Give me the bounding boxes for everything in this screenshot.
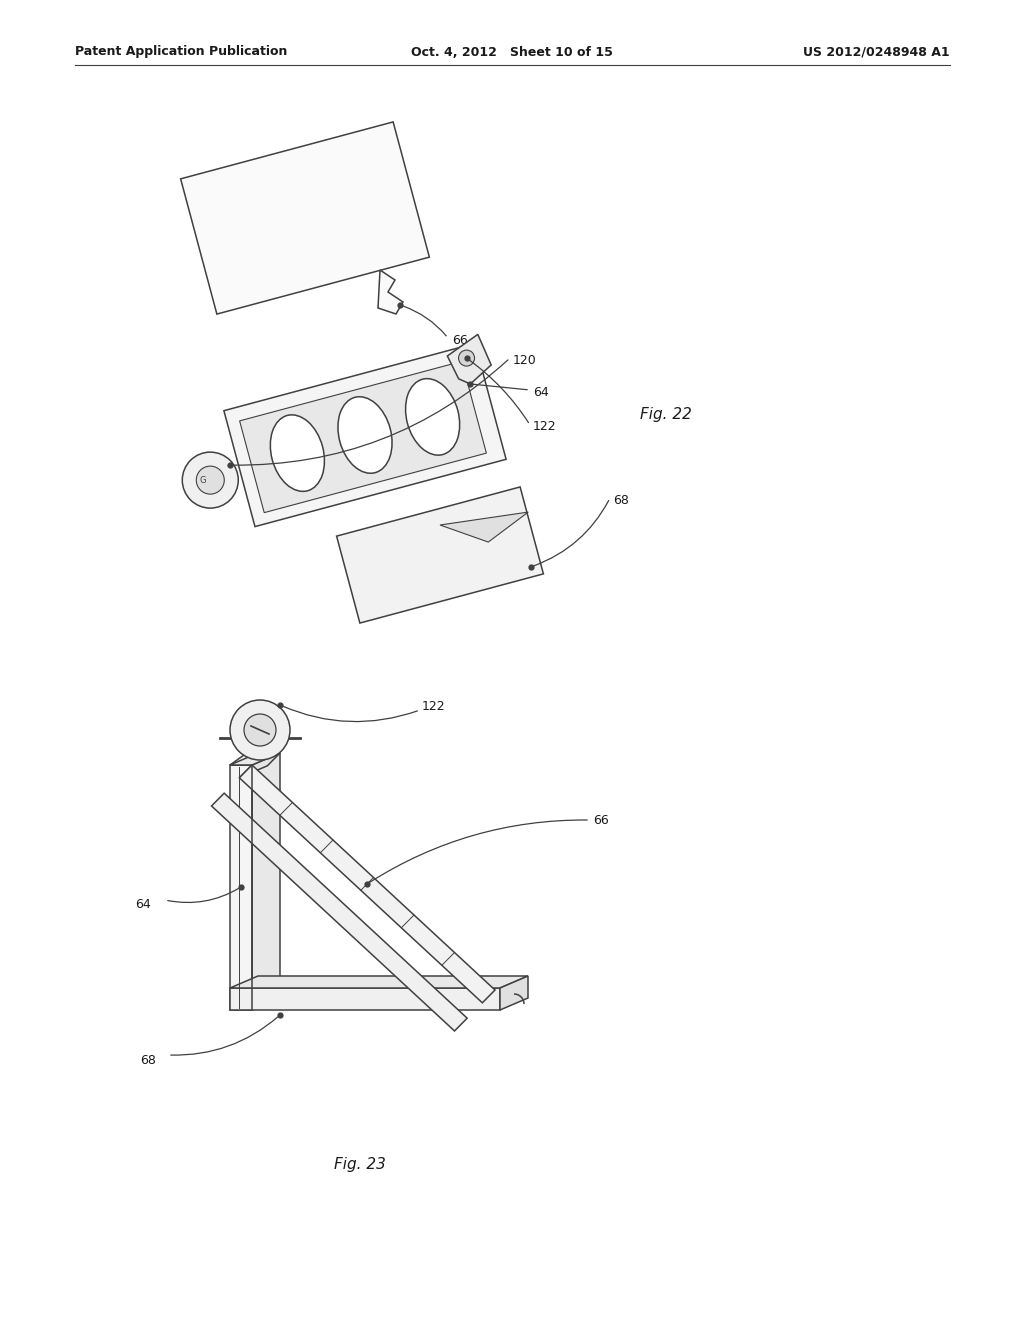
Text: Patent Application Publication: Patent Application Publication bbox=[75, 45, 288, 58]
Ellipse shape bbox=[338, 397, 392, 474]
Text: Fig. 22: Fig. 22 bbox=[640, 408, 692, 422]
Text: G: G bbox=[199, 475, 206, 484]
Text: Fig. 23: Fig. 23 bbox=[334, 1158, 386, 1172]
Circle shape bbox=[244, 714, 276, 746]
Ellipse shape bbox=[270, 414, 325, 491]
Text: 64: 64 bbox=[534, 385, 549, 399]
Circle shape bbox=[197, 466, 224, 494]
Polygon shape bbox=[230, 752, 280, 766]
Polygon shape bbox=[230, 987, 500, 1010]
Polygon shape bbox=[378, 271, 403, 314]
Text: US 2012/0248948 A1: US 2012/0248948 A1 bbox=[804, 45, 950, 58]
Polygon shape bbox=[230, 975, 528, 987]
Polygon shape bbox=[240, 752, 280, 777]
Polygon shape bbox=[230, 744, 280, 766]
Polygon shape bbox=[440, 512, 528, 543]
Text: 66: 66 bbox=[593, 813, 608, 826]
Text: 68: 68 bbox=[140, 1053, 156, 1067]
Text: 66: 66 bbox=[452, 334, 468, 346]
Polygon shape bbox=[230, 766, 252, 1010]
Polygon shape bbox=[337, 487, 544, 623]
Polygon shape bbox=[240, 362, 486, 512]
Text: 64: 64 bbox=[135, 899, 151, 912]
Polygon shape bbox=[180, 121, 429, 314]
Circle shape bbox=[182, 453, 239, 508]
Text: 122: 122 bbox=[534, 421, 557, 433]
Circle shape bbox=[230, 700, 290, 760]
Polygon shape bbox=[252, 752, 280, 1010]
Text: 120: 120 bbox=[513, 354, 537, 367]
Polygon shape bbox=[500, 975, 528, 1010]
Text: 68: 68 bbox=[613, 494, 629, 507]
Polygon shape bbox=[224, 343, 506, 527]
Ellipse shape bbox=[406, 379, 460, 455]
Polygon shape bbox=[212, 793, 467, 1031]
Circle shape bbox=[459, 350, 474, 366]
Polygon shape bbox=[240, 766, 495, 1003]
Text: Oct. 4, 2012   Sheet 10 of 15: Oct. 4, 2012 Sheet 10 of 15 bbox=[411, 45, 613, 58]
Polygon shape bbox=[447, 334, 492, 384]
Text: 122: 122 bbox=[422, 701, 445, 714]
